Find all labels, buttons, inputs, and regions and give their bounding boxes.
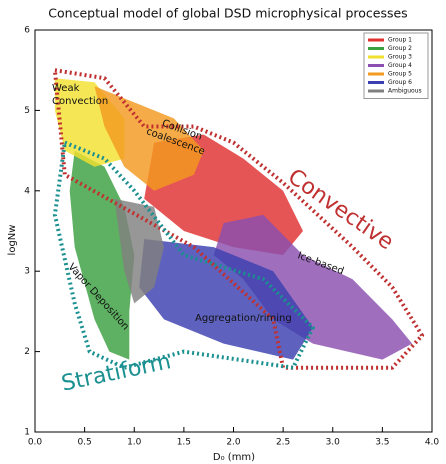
x-tick-label: 2.5 <box>276 438 290 448</box>
chart-title: Conceptual model of global DSD microphys… <box>48 6 407 21</box>
x-axis-label: D₀ (mm) <box>213 452 255 463</box>
y-tick-label: 4 <box>24 186 30 196</box>
legend-label: Group 3 <box>388 54 412 61</box>
chart: Conceptual model of global DSD microphys… <box>0 0 446 464</box>
x-tick-label: 4.0 <box>425 438 440 448</box>
x-tick-label: 3.0 <box>326 438 341 448</box>
annotation-line: Weak <box>52 83 80 94</box>
legend-label: Group 4 <box>388 62 412 69</box>
y-tick-label: 3 <box>24 267 30 277</box>
y-tick-label: 5 <box>24 106 30 116</box>
legend-label: Group 2 <box>388 45 412 52</box>
legend-label: Group 1 <box>388 37 412 44</box>
y-tick-label: 6 <box>24 26 30 36</box>
region <box>95 86 204 191</box>
annotation-line: Convection <box>52 96 108 107</box>
y-axis-label: logNw <box>7 225 18 256</box>
legend-label: Ambiguous <box>388 88 422 95</box>
x-tick-label: 0.0 <box>28 438 43 448</box>
region-label: Convective <box>283 164 398 255</box>
x-tick-label: 2.0 <box>226 438 241 448</box>
region-label: Stratiform <box>59 349 173 397</box>
legend-label: Group 6 <box>388 79 412 86</box>
x-tick-label: 3.5 <box>375 438 389 448</box>
y-tick-label: 1 <box>24 428 30 438</box>
legend-label: Group 5 <box>388 71 412 78</box>
x-tick-label: 0.5 <box>77 438 91 448</box>
x-tick-label: 1.5 <box>177 438 191 448</box>
annotation: Aggregation/riming <box>195 313 292 324</box>
x-tick-label: 1.0 <box>127 438 142 448</box>
y-tick-label: 2 <box>24 347 30 357</box>
